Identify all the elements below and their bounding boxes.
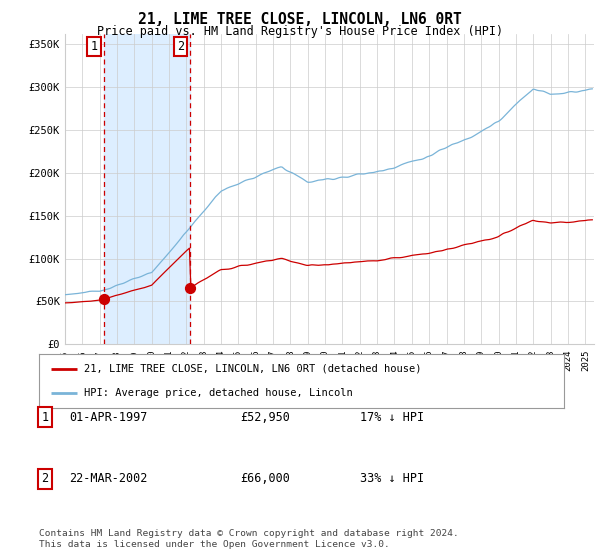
- Text: 21, LIME TREE CLOSE, LINCOLN, LN6 0RT: 21, LIME TREE CLOSE, LINCOLN, LN6 0RT: [138, 12, 462, 27]
- Text: 2: 2: [177, 40, 184, 53]
- Text: HPI: Average price, detached house, Lincoln: HPI: Average price, detached house, Linc…: [83, 388, 352, 398]
- Text: 17% ↓ HPI: 17% ↓ HPI: [360, 410, 424, 424]
- Text: 1: 1: [91, 40, 98, 53]
- Text: 01-APR-1997: 01-APR-1997: [69, 410, 148, 424]
- Text: £66,000: £66,000: [240, 472, 290, 486]
- Text: 33% ↓ HPI: 33% ↓ HPI: [360, 472, 424, 486]
- Bar: [104, 34, 190, 344]
- Text: £52,950: £52,950: [240, 410, 290, 424]
- Point: [99, 295, 109, 304]
- Text: Contains HM Land Registry data © Crown copyright and database right 2024.
This d: Contains HM Land Registry data © Crown c…: [39, 529, 459, 549]
- Point: [185, 283, 195, 292]
- Text: Price paid vs. HM Land Registry's House Price Index (HPI): Price paid vs. HM Land Registry's House …: [97, 25, 503, 38]
- Text: 2: 2: [41, 472, 49, 486]
- Text: 22-MAR-2002: 22-MAR-2002: [69, 472, 148, 486]
- Text: 1: 1: [41, 410, 49, 424]
- Text: 21, LIME TREE CLOSE, LINCOLN, LN6 0RT (detached house): 21, LIME TREE CLOSE, LINCOLN, LN6 0RT (d…: [83, 364, 421, 374]
